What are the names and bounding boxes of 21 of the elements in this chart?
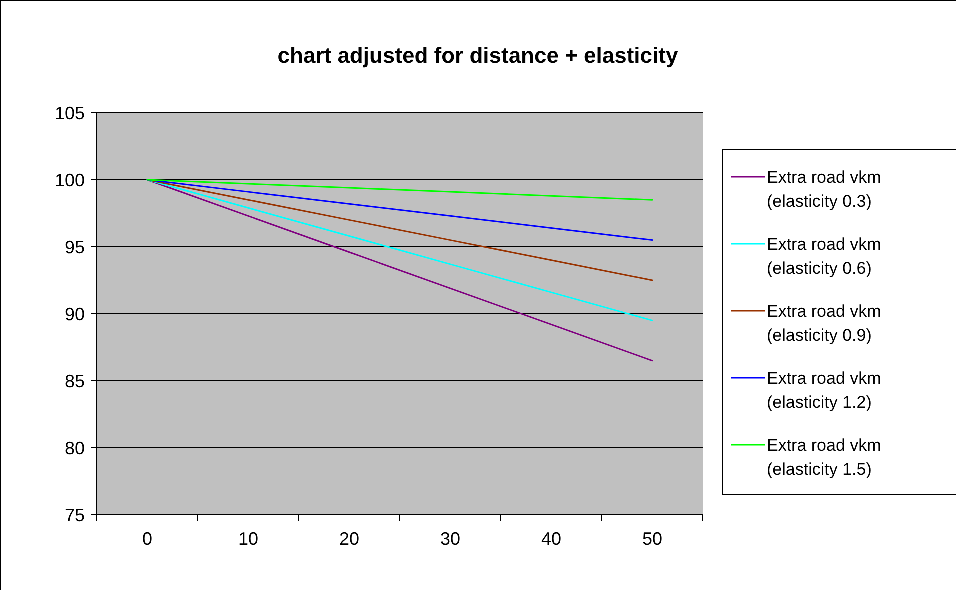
legend-label: Extra road vkm (elasticity 1.2) xyxy=(767,368,882,412)
line-series xyxy=(146,179,654,322)
y-tick-label: 105 xyxy=(54,103,85,124)
x-tick-label: 0 xyxy=(142,529,153,549)
line-series xyxy=(146,179,654,201)
legend-label: Extra road vkm (elasticity 0.6) xyxy=(767,234,882,278)
x-tick-label: 20 xyxy=(339,529,360,549)
y-tick-label: 90 xyxy=(64,304,85,324)
x-tick-label: 40 xyxy=(541,529,562,549)
legend-label: Extra road vkm (elasticity 0.9) xyxy=(767,302,882,345)
y-tick-label: 95 xyxy=(64,237,85,258)
chart-title: chart adjusted for distance + elasticity xyxy=(278,43,679,68)
x-tick-label: 30 xyxy=(440,529,461,549)
y-tick-label: 75 xyxy=(64,505,85,526)
legend-label: Extra road vkm (elasticity 1.5) xyxy=(767,436,882,479)
y-tick-label: 85 xyxy=(64,371,85,392)
x-tick-label: 50 xyxy=(642,529,663,549)
legend-label: Extra road vkm (elasticity 0.3) xyxy=(767,168,882,211)
y-tick-label: 100 xyxy=(54,170,85,190)
x-tick-label: 10 xyxy=(238,529,259,549)
y-tick-label: 80 xyxy=(64,438,85,458)
